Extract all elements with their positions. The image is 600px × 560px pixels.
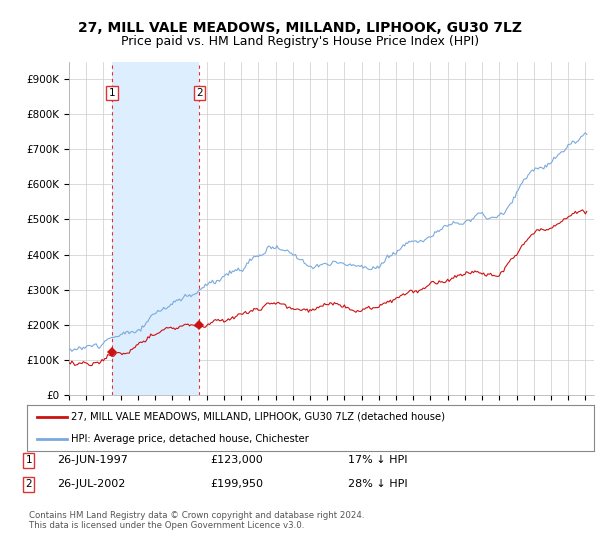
- Text: 2: 2: [196, 88, 203, 98]
- Text: HPI: Average price, detached house, Chichester: HPI: Average price, detached house, Chic…: [71, 434, 309, 444]
- Text: 1: 1: [25, 455, 32, 465]
- Text: 26-JUN-1997: 26-JUN-1997: [57, 455, 128, 465]
- Text: £199,950: £199,950: [210, 479, 263, 489]
- Text: £123,000: £123,000: [210, 455, 263, 465]
- Text: Contains HM Land Registry data © Crown copyright and database right 2024.
This d: Contains HM Land Registry data © Crown c…: [29, 511, 364, 530]
- Text: Price paid vs. HM Land Registry's House Price Index (HPI): Price paid vs. HM Land Registry's House …: [121, 35, 479, 48]
- Text: 1: 1: [109, 88, 115, 98]
- Text: 17% ↓ HPI: 17% ↓ HPI: [348, 455, 407, 465]
- Text: 27, MILL VALE MEADOWS, MILLAND, LIPHOOK, GU30 7LZ (detached house): 27, MILL VALE MEADOWS, MILLAND, LIPHOOK,…: [71, 412, 445, 422]
- Text: 2: 2: [25, 479, 32, 489]
- Text: 28% ↓ HPI: 28% ↓ HPI: [348, 479, 407, 489]
- Bar: [112, 62, 199, 395]
- Text: 27, MILL VALE MEADOWS, MILLAND, LIPHOOK, GU30 7LZ: 27, MILL VALE MEADOWS, MILLAND, LIPHOOK,…: [78, 21, 522, 35]
- Text: 26-JUL-2002: 26-JUL-2002: [57, 479, 125, 489]
